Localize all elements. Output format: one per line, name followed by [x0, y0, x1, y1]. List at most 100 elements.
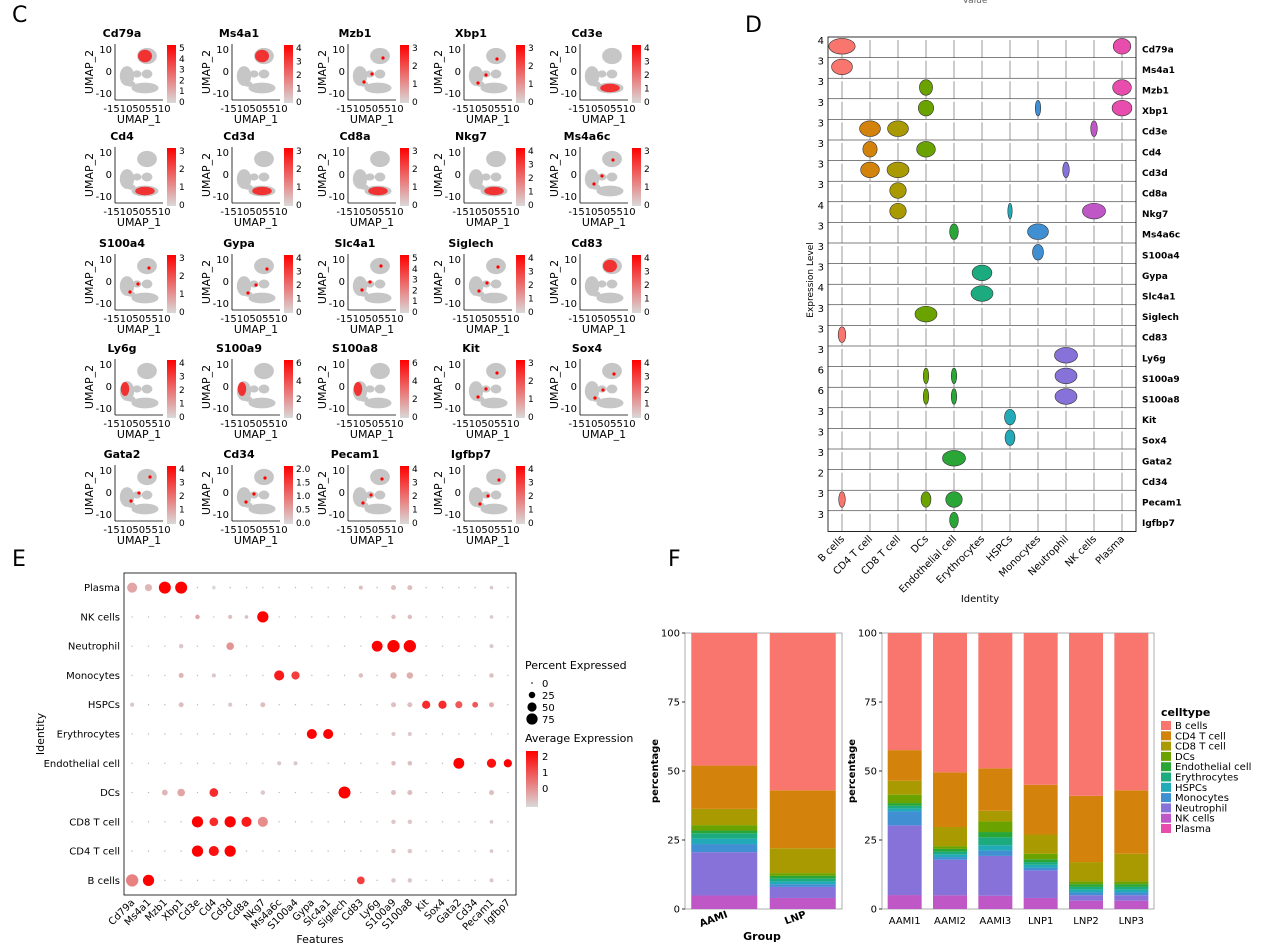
dot-neutrophil-pecam1 [489, 644, 494, 649]
dot-hspcs-cd79a [130, 702, 135, 707]
umap-cluster-5 [374, 490, 386, 500]
umap-cluster-3 [481, 173, 491, 181]
colorbar-tick: 0 [528, 308, 534, 318]
x-tick-label: -1510505510 [568, 314, 635, 325]
colorbar-tick: 0.0 [296, 519, 311, 529]
bar-segment-lnp1-neutrophil [1023, 870, 1058, 898]
umap-cluster-2 [119, 169, 135, 189]
colorbar-tick: 1 [179, 183, 185, 193]
colorbar [400, 255, 409, 313]
violin-ymax-label: 3 [818, 345, 824, 356]
dot-hspcs-nkg7 [260, 702, 266, 708]
dot-plasma-cd83 [358, 585, 363, 590]
feature-title-cd3e: Cd3e [571, 27, 602, 40]
feature-title-cd79a: Cd79a [103, 27, 142, 40]
colorbar-tick: 1 [179, 290, 185, 300]
violin-ymax-label: 3 [818, 98, 824, 109]
dotplot-empty-dot [311, 762, 313, 764]
dotplot-empty-dot [262, 645, 264, 647]
dotplot-empty-dot [507, 704, 509, 706]
violin-dcs-s100a8 [922, 388, 930, 405]
umap-cluster-4 [591, 291, 601, 297]
umap-hot-region-0 [600, 83, 620, 93]
violin-ymax-label: 4 [818, 201, 824, 212]
colorbar-tick: 1 [412, 506, 418, 516]
dotplot-empty-dot [229, 879, 231, 882]
umap-hot-point-1 [496, 265, 500, 269]
umap-cluster-1 [596, 397, 624, 409]
bar-segment-lnp1-hspcs [1023, 864, 1058, 868]
violin-ymax-label: 3 [818, 407, 824, 418]
colorbar-tick: 4 [412, 377, 418, 387]
violin-erythrocytes-slc4a1 [970, 285, 994, 302]
dotplot-empty-dot [164, 821, 166, 823]
colorbar-tick: 1 [528, 395, 534, 405]
umap-hot-region-0 [368, 186, 388, 196]
legend-swatch-plasma [1161, 824, 1171, 833]
violin-cd4-t-cell-cd3e [859, 120, 881, 137]
y-tick-label: 50 [667, 767, 680, 778]
dotplot-empty-dot [311, 791, 313, 794]
legend-avg-colorbar [526, 751, 538, 807]
dot-plasma-xbp1 [175, 581, 188, 594]
colorbar-tick: 1 [412, 183, 418, 193]
dotplot-empty-dot [262, 850, 264, 852]
colorbar [516, 360, 525, 418]
violin-neutrophil-s100a8 [1054, 388, 1078, 405]
violin-gene-label-mzb1: Mzb1 [1142, 87, 1169, 97]
legend-label-monocytes: Monocytes [1175, 793, 1229, 804]
y-tick-label: 0 [223, 170, 229, 181]
violin-gene-label-cd3d: Cd3d [1142, 169, 1168, 179]
violin-ymax-label: 3 [818, 242, 824, 253]
legend-percent-label: 75 [542, 715, 555, 726]
colorbar-tick: 1 [412, 80, 418, 90]
dot-monocytes-s100a8 [406, 672, 414, 679]
y-tick-label: 10 [448, 148, 461, 159]
umap-cluster-2 [584, 381, 600, 401]
legend-label-endothelial-cell: Endothelial cell [1175, 762, 1251, 773]
dotplot-empty-dot [507, 791, 509, 794]
umap-cluster-5 [374, 279, 386, 289]
dot-neutrophil-xbp1 [178, 643, 184, 649]
dotplot-empty-dot [147, 704, 150, 706]
x-axis-title: UMAP_1 [350, 323, 394, 336]
umap-cluster-4 [475, 184, 485, 190]
violin-gene-label-s100a9: S100a9 [1142, 375, 1180, 385]
bar-segment-lnp2-dcs [1069, 881, 1103, 885]
bar-segment-lnp3-dcs [1114, 881, 1149, 885]
feature-title-sox4: Sox4 [572, 342, 603, 355]
umap-cluster-1 [131, 82, 159, 94]
feature-title-ly6g: Ly6g [108, 342, 137, 355]
y-tick-label: 10 [332, 148, 345, 159]
y-tick-label: 0 [339, 277, 345, 288]
dotplot-empty-dot [474, 791, 476, 794]
dot-hspcs-kit [422, 700, 431, 709]
dotplot-empty-dot [458, 850, 460, 852]
umap-hot-point-2 [478, 502, 482, 506]
colorbar [632, 148, 641, 206]
dotplot-empty-dot [441, 733, 444, 735]
dotplot-empty-dot [311, 674, 313, 677]
bar-segment-lnp1-monocytes [1023, 867, 1058, 871]
y-tick-label: 75 [667, 698, 680, 709]
dotplot-empty-dot [474, 674, 476, 677]
legend-label-dcs: DCs [1175, 752, 1195, 763]
umap-cluster-5 [141, 172, 153, 182]
y-tick-label: -10 [213, 510, 229, 521]
dotplot-empty-dot [507, 616, 509, 618]
dotplot-empty-dot [262, 586, 264, 589]
violin-ymax-label: 3 [818, 448, 824, 459]
dotplot-empty-dot [441, 850, 444, 852]
umap-cluster-4 [475, 291, 485, 297]
colorbar-tick: 2 [644, 71, 650, 81]
dot-endothelial-cell-s100a4 [293, 761, 298, 766]
y-tick-label: -10 [96, 192, 112, 203]
dot-erythrocytes-s100a9 [391, 731, 396, 737]
colorbar-tick: 3 [528, 479, 534, 489]
umap-hot-point-2 [362, 80, 366, 84]
colorbar-tick: 0 [296, 201, 302, 211]
dotplot-empty-dot [376, 616, 378, 618]
violin-ymax-label: 6 [818, 366, 824, 377]
colorbar [400, 148, 409, 206]
